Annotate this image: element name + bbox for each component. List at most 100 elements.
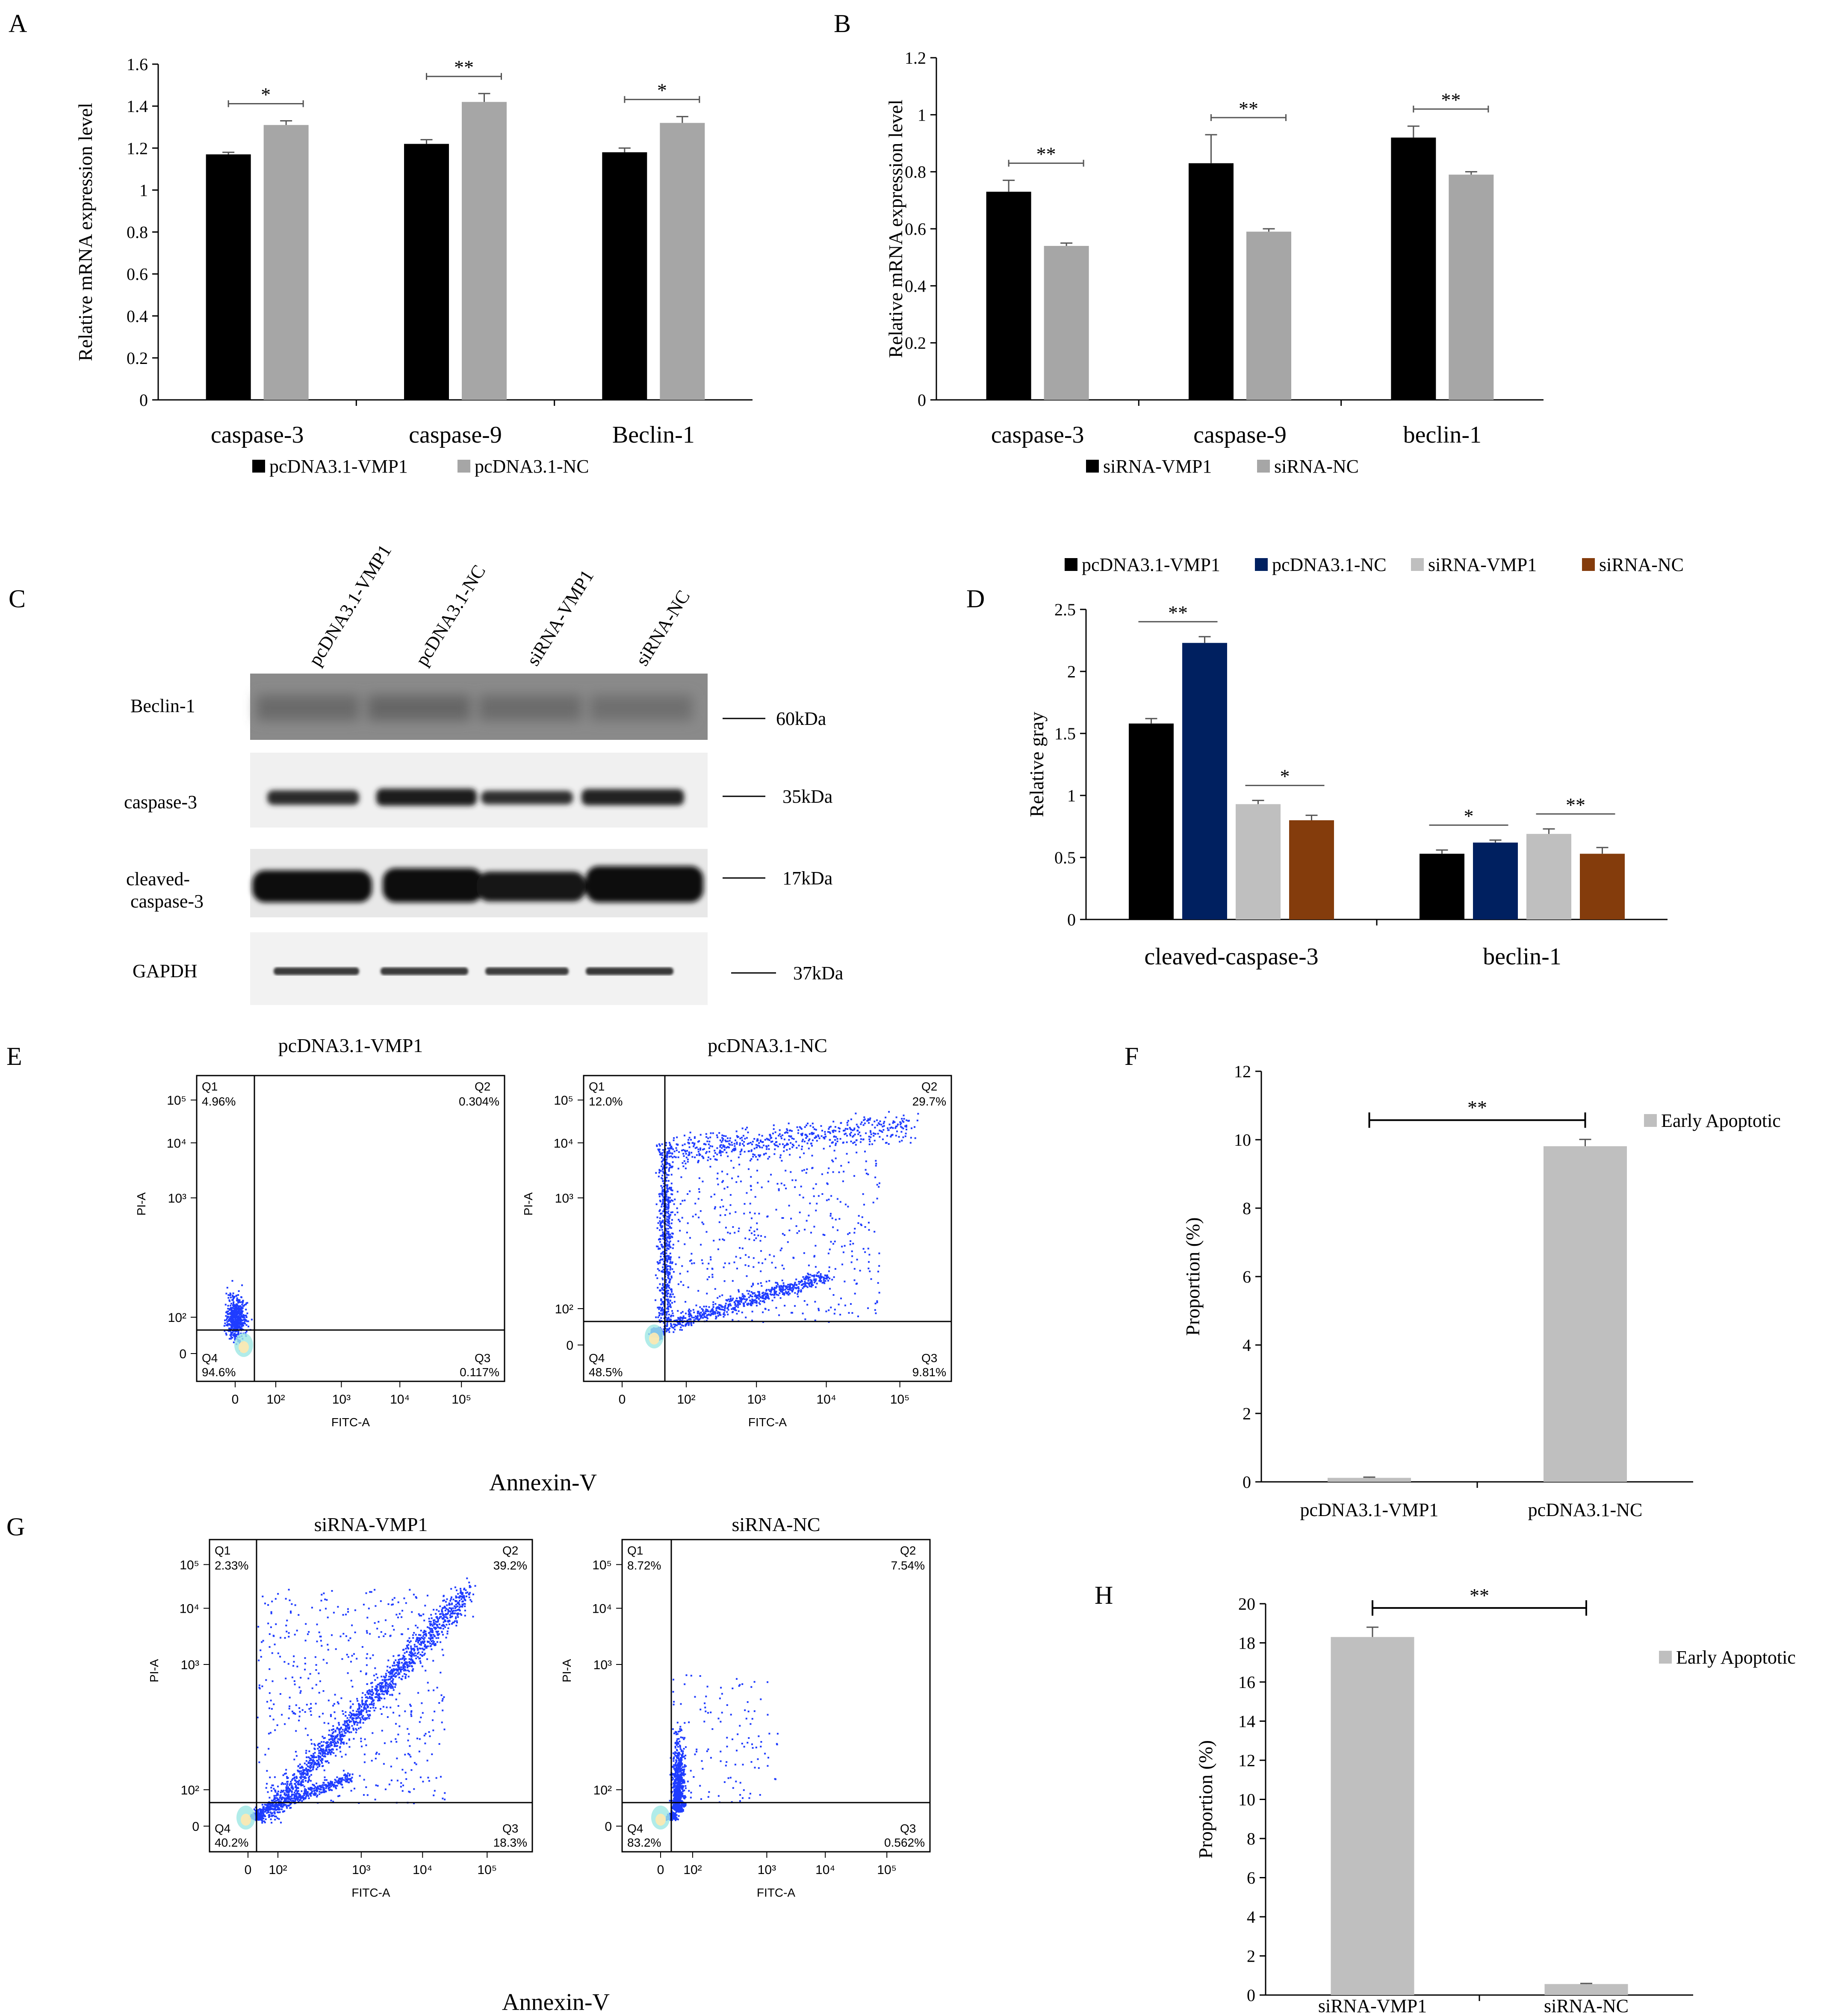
event-dot <box>655 1316 657 1318</box>
event-dot <box>393 1597 395 1599</box>
event-dot <box>776 1286 778 1288</box>
event-dot <box>770 1289 773 1292</box>
event-dot <box>662 1289 664 1291</box>
marker-35kda: 35kDa <box>782 786 832 807</box>
event-dot <box>754 1212 756 1215</box>
event-dot <box>749 1299 751 1301</box>
event-dot <box>663 1233 665 1236</box>
event-dot <box>825 1274 827 1277</box>
event-dot <box>273 1809 275 1811</box>
panel-label-c: C <box>9 585 26 613</box>
event-dot <box>696 1154 698 1156</box>
event-dot <box>782 1282 785 1284</box>
event-dot <box>665 1268 667 1270</box>
event-dot <box>319 1793 321 1795</box>
event-dot <box>428 1780 430 1782</box>
event-dot <box>423 1638 425 1641</box>
event-dot <box>665 1203 667 1205</box>
event-dot <box>337 1738 339 1740</box>
event-dot <box>844 1280 846 1283</box>
event-dot <box>811 1145 813 1147</box>
event-dot <box>759 1300 761 1302</box>
event-dot <box>234 1327 236 1329</box>
event-dot <box>662 1292 664 1295</box>
event-dot <box>838 1127 840 1129</box>
event-dot <box>886 1135 888 1137</box>
event-dot <box>702 1180 704 1182</box>
event-dot <box>287 1777 289 1779</box>
category-label: Beclin-1 <box>612 422 695 448</box>
event-dot <box>843 1129 844 1132</box>
event-dot <box>228 1320 230 1321</box>
event-dot <box>369 1591 371 1593</box>
event-dot <box>690 1323 692 1325</box>
event-dot <box>818 1135 820 1137</box>
event-dot <box>876 1119 878 1121</box>
event-dot <box>673 1139 675 1141</box>
event-dot <box>905 1124 907 1126</box>
event-dot <box>661 1225 664 1227</box>
event-dot <box>812 1139 814 1141</box>
event-dot <box>794 1305 796 1307</box>
event-dot <box>366 1717 368 1719</box>
event-dot <box>687 1286 689 1289</box>
event-dot <box>689 1237 691 1239</box>
event-dot <box>230 1327 233 1329</box>
event-dot <box>240 1296 242 1298</box>
event-dot <box>663 1328 665 1330</box>
event-dot <box>229 1334 231 1336</box>
event-dot <box>658 1269 660 1271</box>
event-dot <box>394 1672 396 1674</box>
event-dot <box>791 1137 793 1139</box>
event-dot <box>807 1272 809 1274</box>
event-dot <box>823 1147 825 1150</box>
event-dot <box>832 1243 834 1245</box>
event-dot <box>407 1647 409 1649</box>
event-dot <box>235 1326 237 1328</box>
event-dot <box>741 1150 743 1152</box>
event-dot <box>349 1637 351 1639</box>
event-dot <box>835 1218 837 1221</box>
event-dot <box>427 1682 429 1684</box>
event-dot <box>400 1785 402 1788</box>
event-dot <box>451 1609 452 1611</box>
event-dot <box>665 1194 667 1196</box>
event-dot <box>330 1749 332 1751</box>
event-dot <box>771 1141 773 1143</box>
event-dot <box>688 1323 690 1325</box>
event-dot <box>810 1232 812 1234</box>
event-dot <box>892 1120 894 1122</box>
event-dot <box>382 1685 384 1687</box>
event-dot <box>657 1268 659 1270</box>
flow-y-tick-label: 10⁴ <box>554 1136 573 1150</box>
event-dot <box>789 1129 791 1132</box>
event-dot <box>234 1318 236 1320</box>
flow-x-tick-label: 10⁵ <box>890 1392 910 1407</box>
event-dot <box>241 1284 243 1286</box>
event-dot <box>789 1148 791 1150</box>
event-dot <box>408 1641 410 1644</box>
event-dot <box>830 1213 832 1215</box>
event-dot <box>713 1311 715 1313</box>
event-dot <box>670 1236 673 1238</box>
event-dot <box>357 1727 360 1729</box>
event-dot <box>335 1755 337 1757</box>
event-dot <box>227 1316 230 1318</box>
event-dot <box>429 1634 431 1636</box>
event-dot <box>736 1312 738 1315</box>
event-dot <box>759 1156 761 1158</box>
event-dot <box>768 1289 770 1291</box>
event-dot <box>393 1655 395 1657</box>
event-dot <box>336 1740 339 1742</box>
event-dot <box>870 1278 872 1280</box>
event-dot <box>233 1304 235 1306</box>
event-dot <box>662 1332 664 1334</box>
event-dot <box>867 1247 869 1250</box>
event-dot <box>769 1135 771 1137</box>
event-dot <box>794 1292 796 1294</box>
event-dot <box>681 1324 683 1326</box>
event-dot <box>712 1301 714 1303</box>
event-dot <box>826 1278 828 1280</box>
event-dot <box>666 1230 668 1233</box>
event-dot <box>827 1276 829 1278</box>
